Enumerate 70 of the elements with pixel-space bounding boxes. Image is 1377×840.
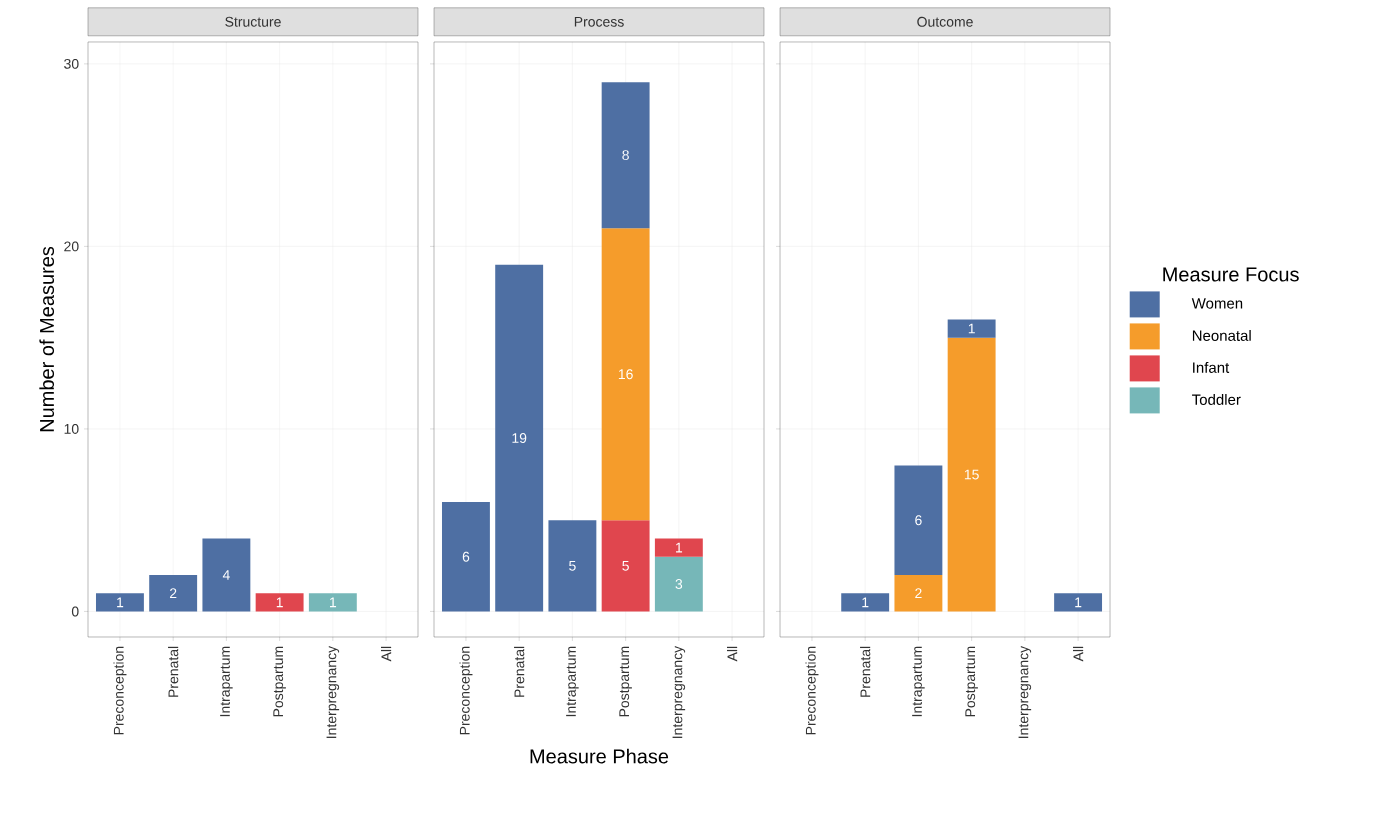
x-tick-label: Intrapartum: [912, 646, 925, 717]
y-tick-label: 20: [64, 241, 79, 252]
x-tick-label: All: [1073, 646, 1084, 662]
data-label: 19: [512, 433, 527, 444]
bar: [442, 501, 490, 612]
x-tick-label: Preconception: [459, 646, 473, 735]
data-label: 15: [964, 469, 979, 480]
bar: [894, 465, 943, 575]
x-tick-label: Interpregnancy: [326, 645, 340, 738]
data-label: 1: [862, 597, 869, 608]
x-tick-label: Prenatal: [514, 646, 525, 697]
bar: [495, 264, 544, 612]
x-tick-label: Intrapartum: [220, 646, 233, 717]
bar: [947, 337, 996, 612]
x-tick-label: Preconception: [113, 646, 127, 735]
y-tick-label: 0: [71, 606, 79, 617]
bar: [654, 538, 703, 557]
bar: [308, 593, 357, 612]
data-label: 3: [675, 579, 683, 590]
x-tick-label: Postpartum: [619, 646, 632, 717]
bar: [947, 319, 996, 338]
x-tick-label: Postpartum: [965, 646, 978, 717]
legend-label: Women: [1191, 298, 1243, 309]
data-label: 1: [117, 597, 124, 608]
data-label: 4: [222, 570, 230, 580]
bar: [841, 593, 890, 612]
x-tick-label: Preconception: [805, 646, 819, 735]
legend-label: Toddler: [1192, 393, 1241, 405]
x-tick-label: All: [381, 646, 392, 662]
bar: [95, 593, 144, 612]
legend-label: Neonatal: [1192, 329, 1251, 341]
chart-title: Outcome: [917, 16, 973, 27]
x-tick-label: All: [727, 646, 738, 662]
data-label: 1: [968, 323, 975, 334]
bar: [548, 520, 597, 612]
bar: [894, 574, 943, 612]
data-label: 1: [1075, 597, 1082, 608]
data-label: 1: [676, 542, 683, 553]
legend-title: Measure Focus: [1163, 267, 1299, 282]
data-label: 6: [462, 551, 470, 562]
data-label: 5: [622, 560, 629, 571]
bar: [601, 82, 650, 229]
x-tick-label: Interpregnancy: [672, 645, 686, 738]
bar: [654, 556, 703, 612]
x-tick-label: Intrapartum: [566, 646, 579, 717]
data-label: 2: [169, 588, 177, 599]
bar: [601, 228, 650, 521]
y-tick-label: 10: [64, 423, 79, 434]
x-tick-label: Prenatal: [860, 646, 871, 697]
chart-title: Structure: [225, 16, 281, 27]
data-label: 2: [915, 588, 922, 599]
y-axis-title: Number of Measures: [39, 246, 55, 432]
data-label: 5: [569, 560, 576, 571]
x-axis-title: Measure Phase: [530, 748, 669, 764]
bar: [202, 538, 251, 612]
x-tick-label: Prenatal: [168, 646, 179, 697]
bar: [1054, 593, 1103, 612]
data-label: 1: [330, 597, 337, 608]
bar: [255, 593, 304, 612]
x-tick-label: Postpartum: [273, 646, 286, 717]
bar: [601, 520, 650, 612]
data-label: 6: [915, 515, 922, 526]
bar: [149, 574, 198, 612]
chart-title: Process: [574, 16, 624, 27]
data-label: 8: [622, 150, 629, 161]
data-label: 16: [618, 369, 633, 380]
data-label: 1: [276, 597, 283, 608]
y-tick-label: 30: [64, 58, 79, 69]
x-tick-label: Interpregnancy: [1018, 645, 1032, 738]
legend-label: Infant: [1193, 361, 1230, 373]
